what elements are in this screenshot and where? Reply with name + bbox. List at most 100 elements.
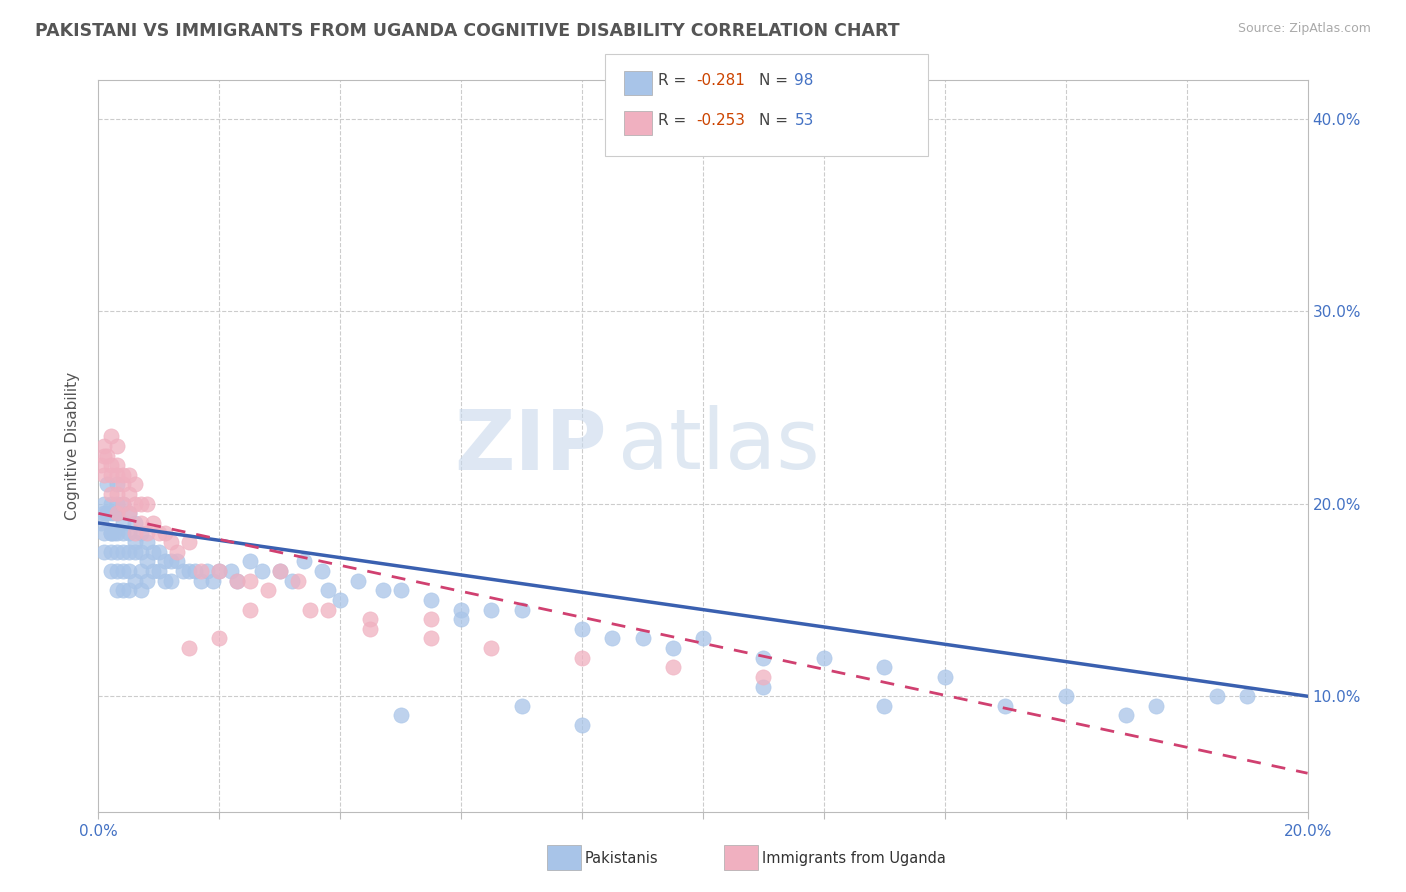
Point bbox=[93, 467, 115, 482]
Point bbox=[129, 497, 152, 511]
Point bbox=[160, 535, 183, 549]
Point bbox=[371, 583, 394, 598]
Point bbox=[135, 535, 157, 549]
Point bbox=[105, 525, 128, 540]
Point bbox=[100, 507, 122, 521]
Point bbox=[111, 477, 134, 491]
Point bbox=[93, 525, 115, 540]
Point bbox=[195, 564, 218, 578]
Point bbox=[111, 497, 134, 511]
Point bbox=[450, 602, 472, 616]
Point bbox=[148, 564, 170, 578]
Point bbox=[420, 593, 443, 607]
Point bbox=[190, 574, 212, 588]
Text: -0.281: -0.281 bbox=[696, 73, 745, 87]
Point bbox=[661, 660, 683, 674]
Point bbox=[281, 574, 304, 588]
Point bbox=[135, 574, 157, 588]
Point bbox=[118, 525, 141, 540]
Point bbox=[105, 497, 128, 511]
Point bbox=[111, 467, 134, 482]
Point bbox=[510, 698, 533, 713]
Point bbox=[221, 564, 243, 578]
Point bbox=[105, 545, 128, 559]
Point bbox=[813, 650, 835, 665]
Point bbox=[100, 564, 122, 578]
Point bbox=[100, 429, 122, 443]
Point bbox=[105, 439, 128, 453]
Point bbox=[93, 439, 115, 453]
Point bbox=[148, 525, 170, 540]
Text: 98: 98 bbox=[794, 73, 814, 87]
Point bbox=[873, 660, 896, 674]
Point bbox=[118, 487, 141, 501]
Point bbox=[142, 516, 165, 530]
Point bbox=[118, 564, 141, 578]
Point bbox=[179, 641, 201, 656]
Point bbox=[118, 545, 141, 559]
Point bbox=[316, 583, 339, 598]
Point bbox=[135, 525, 157, 540]
Point bbox=[190, 564, 212, 578]
Point bbox=[100, 545, 122, 559]
Point bbox=[1236, 690, 1258, 704]
Point bbox=[1054, 690, 1077, 704]
Point bbox=[105, 458, 128, 473]
Text: atlas: atlas bbox=[619, 406, 820, 486]
Point bbox=[93, 507, 115, 521]
Point bbox=[179, 564, 201, 578]
Point bbox=[510, 602, 533, 616]
Text: Immigrants from Uganda: Immigrants from Uganda bbox=[762, 851, 946, 865]
Point bbox=[124, 477, 146, 491]
Point bbox=[111, 516, 134, 530]
Point bbox=[111, 525, 134, 540]
Point bbox=[105, 507, 128, 521]
Point bbox=[239, 602, 262, 616]
Point bbox=[129, 583, 152, 598]
Text: N =: N = bbox=[759, 113, 793, 128]
Text: N =: N = bbox=[759, 73, 793, 87]
Point bbox=[153, 525, 176, 540]
Point bbox=[389, 583, 412, 598]
Y-axis label: Cognitive Disability: Cognitive Disability bbox=[65, 372, 80, 520]
Point bbox=[100, 497, 122, 511]
Point bbox=[118, 583, 141, 598]
Point bbox=[420, 612, 443, 626]
Point bbox=[269, 564, 291, 578]
Text: ZIP: ZIP bbox=[454, 406, 606, 486]
Point bbox=[124, 545, 146, 559]
Point bbox=[450, 612, 472, 626]
Text: R =: R = bbox=[658, 73, 692, 87]
Point bbox=[481, 641, 503, 656]
Point bbox=[752, 680, 775, 694]
Point bbox=[481, 602, 503, 616]
Point bbox=[269, 564, 291, 578]
Point bbox=[93, 497, 115, 511]
Point bbox=[135, 554, 157, 568]
Text: PAKISTANI VS IMMIGRANTS FROM UGANDA COGNITIVE DISABILITY CORRELATION CHART: PAKISTANI VS IMMIGRANTS FROM UGANDA COGN… bbox=[35, 22, 900, 40]
Point bbox=[124, 497, 146, 511]
Point bbox=[179, 535, 201, 549]
Text: Source: ZipAtlas.com: Source: ZipAtlas.com bbox=[1237, 22, 1371, 36]
Point bbox=[105, 477, 128, 491]
Point bbox=[208, 564, 231, 578]
Point bbox=[299, 602, 322, 616]
Point bbox=[239, 554, 262, 568]
Point bbox=[111, 564, 134, 578]
Point bbox=[124, 525, 146, 540]
Point bbox=[389, 708, 412, 723]
Point bbox=[135, 497, 157, 511]
Point bbox=[208, 564, 231, 578]
Point bbox=[311, 564, 333, 578]
Point bbox=[602, 632, 624, 646]
Point bbox=[571, 650, 593, 665]
Point bbox=[90, 458, 112, 473]
Point bbox=[118, 467, 141, 482]
Point bbox=[571, 622, 593, 636]
Point bbox=[329, 593, 352, 607]
Point bbox=[347, 574, 370, 588]
Point bbox=[153, 574, 176, 588]
Point bbox=[316, 602, 339, 616]
Point bbox=[96, 507, 118, 521]
Point bbox=[129, 564, 152, 578]
